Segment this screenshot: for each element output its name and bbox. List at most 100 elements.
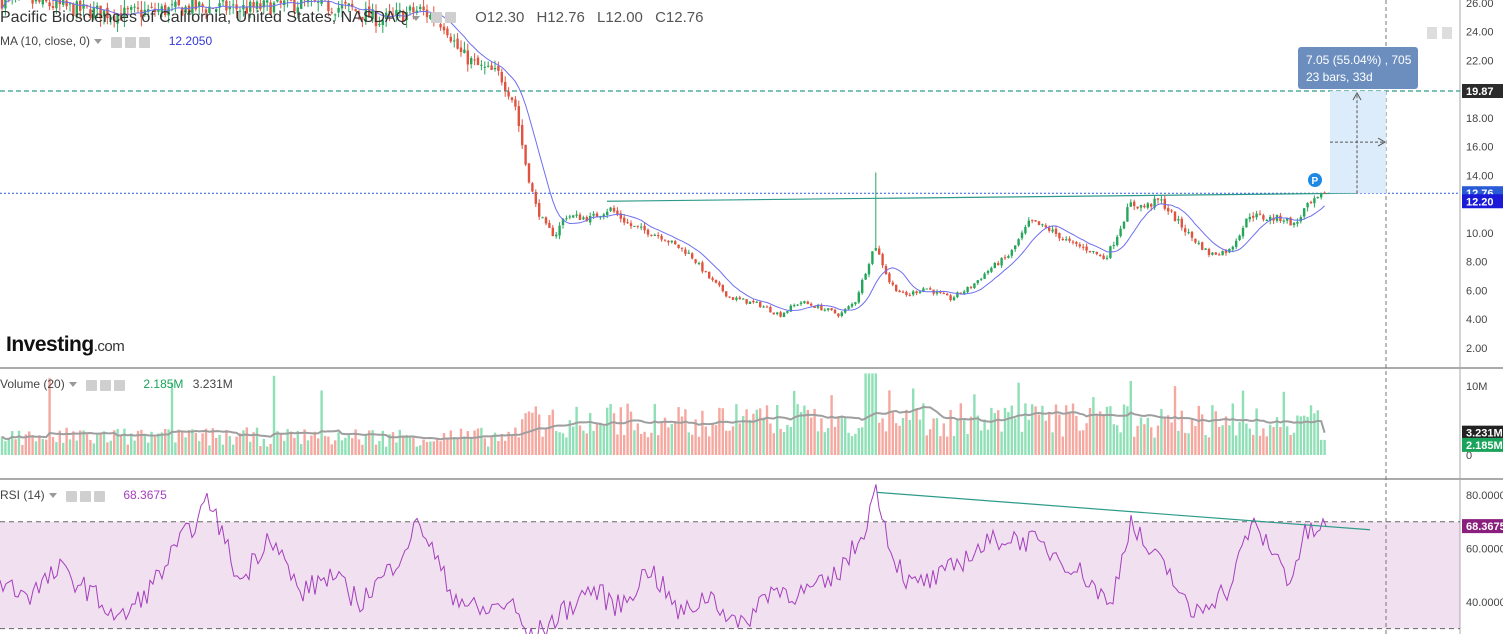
logo-main: Investing [6,333,94,356]
candle-body [1027,220,1030,227]
volume-bar [1126,406,1129,455]
candle-body [626,222,629,224]
candle-body [1231,246,1234,250]
volume-bar [102,431,106,455]
eye-icon[interactable] [86,380,98,392]
chevron-down-icon[interactable] [412,15,421,21]
rsi-settings-icons[interactable] [66,489,108,503]
symbol-title[interactable]: Pacific Biosciences of California, Unite… [0,9,409,27]
close-icon[interactable] [114,380,126,392]
volume-bar [558,432,561,455]
volume-bar [565,437,568,455]
chevron-down-icon[interactable] [68,382,77,388]
candle-body [361,16,364,20]
candle-body [1180,218,1183,228]
candle-body [816,304,820,308]
volume-bar [476,428,480,455]
gear-icon[interactable] [125,37,137,49]
maximize-pane-icon[interactable] [1442,27,1452,39]
candle-body [1014,245,1017,250]
volume-bar [993,413,996,455]
ma-settings-icons[interactable] [111,35,153,49]
candle-body [276,0,279,2]
candle-body [1082,246,1085,248]
candle-body [1061,238,1064,240]
volume-bar [1037,414,1041,455]
volume-bar [636,423,639,455]
volume-bar [170,382,174,455]
volume-bar [612,413,616,455]
volume-bar [963,420,966,455]
volume-bar [313,431,316,455]
volume-bar [402,437,405,455]
candle-body [521,124,524,146]
candle-body [609,207,612,211]
volume-bar [718,407,721,455]
candle-body [252,2,255,8]
close-icon[interactable] [94,491,106,503]
volume-bar [592,430,595,455]
rsi-legend[interactable]: RSI (14) 68.3675 [0,488,167,503]
volume-bar [711,423,714,455]
candle-body [0,0,4,9]
volume-bar [1031,404,1034,455]
candle-body [395,10,398,16]
close-icon[interactable] [139,37,151,49]
candle-body [595,213,599,217]
volume-bar [391,432,395,455]
candle-body [1078,244,1081,247]
chevron-down-icon[interactable] [94,39,103,45]
candle-body [126,8,129,10]
volume-bar [368,430,371,455]
candle-body [704,271,707,273]
volume-bar [986,429,990,455]
volume-bar [619,407,622,455]
volume-bar [323,436,327,455]
volume-bar [388,434,391,455]
eye-icon[interactable] [111,37,123,49]
volume-bar [164,429,167,455]
volume-bar [925,435,928,455]
measure-tooltip [1298,47,1418,89]
volume-bar [1316,410,1319,455]
candle-body [640,226,643,228]
candle-body [449,36,452,42]
volume-bar [956,420,959,455]
candle-body [901,291,905,293]
eye-icon[interactable] [430,12,442,24]
volume-bar [82,430,85,455]
volume-value-label-text: 2.185M [1466,440,1503,452]
candle-body [1092,251,1095,253]
eye-icon[interactable] [66,491,78,503]
gear-icon[interactable] [444,12,456,24]
volume-bar [663,417,667,455]
candle-body [915,291,918,294]
candle-body [439,24,442,28]
volume-legend[interactable]: Volume (20) 2.185M 3.231M [0,377,233,392]
volume-bar [17,430,21,455]
volume-bar [96,433,99,455]
volume-bar [181,430,184,455]
candle-body [1143,205,1146,208]
candle-body [612,207,616,212]
volume-bar [854,433,857,455]
settings-icons[interactable] [430,9,459,27]
ma-legend[interactable]: MA (10, close, 0) 12.2050 [0,34,212,49]
gear-icon[interactable] [80,491,92,503]
volume-bar [483,438,486,455]
price-tick-label: 16.00 [1466,142,1494,154]
volume-settings-icons[interactable] [86,378,128,392]
volume-bar [898,425,901,455]
candle-body [1194,238,1197,243]
gear-icon[interactable] [100,380,112,392]
volume-bar [555,431,558,455]
volume-bar [983,419,986,455]
collapse-pane-icon[interactable] [1427,27,1437,39]
chevron-down-icon[interactable] [48,493,57,499]
volume-axis: 10M 0 [1466,381,1487,462]
volume-bar [1286,426,1289,455]
candle-body [1245,218,1248,228]
candle-body [398,10,401,12]
candle-body [990,267,993,272]
